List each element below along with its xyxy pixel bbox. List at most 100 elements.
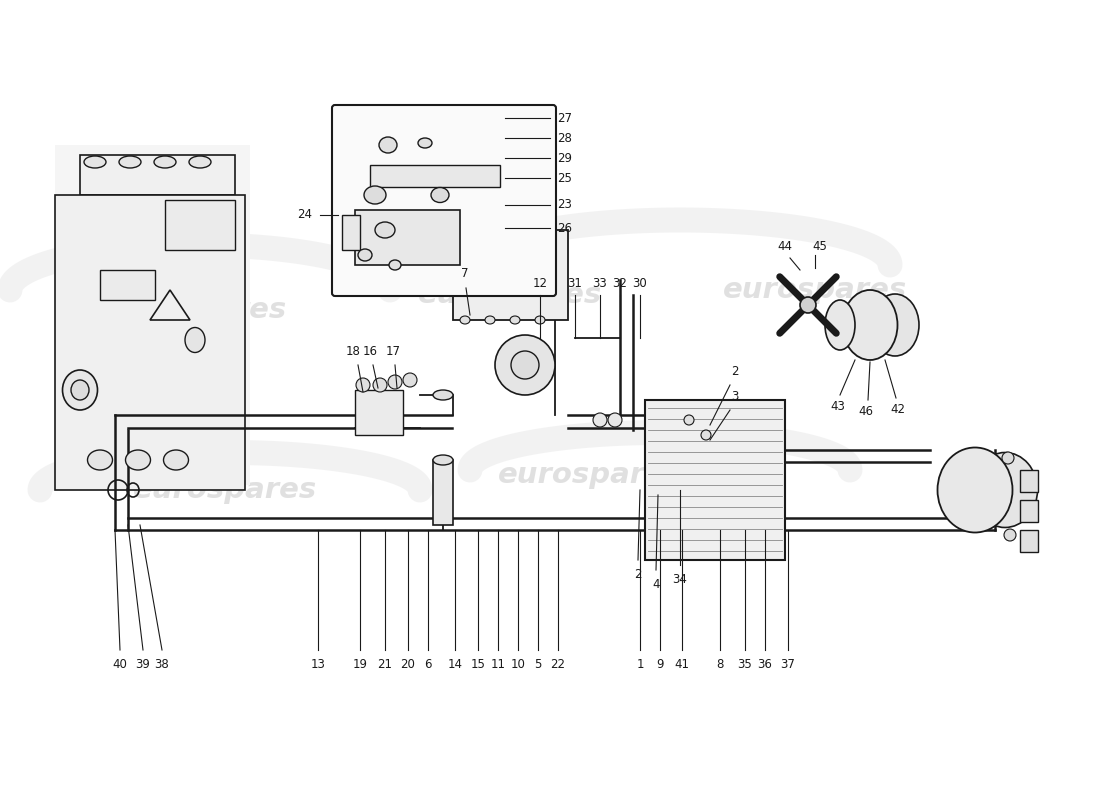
Circle shape	[356, 378, 370, 392]
Ellipse shape	[871, 294, 918, 356]
Text: eurospares: eurospares	[418, 281, 602, 309]
Text: 9: 9	[657, 658, 663, 671]
Ellipse shape	[485, 316, 495, 324]
Text: 23: 23	[557, 198, 572, 211]
Ellipse shape	[364, 186, 386, 204]
Ellipse shape	[189, 156, 211, 168]
Circle shape	[403, 373, 417, 387]
Text: 19: 19	[352, 658, 367, 671]
Ellipse shape	[510, 316, 520, 324]
Bar	[433, 460, 453, 525]
Bar	[165, 200, 235, 250]
Bar	[1020, 470, 1038, 492]
Text: 2: 2	[635, 568, 641, 581]
Bar	[342, 215, 360, 250]
Circle shape	[593, 413, 607, 427]
Text: 5: 5	[535, 658, 541, 671]
Ellipse shape	[375, 222, 395, 238]
Text: 46: 46	[858, 405, 873, 418]
Text: 31: 31	[568, 277, 582, 290]
Text: 14: 14	[448, 658, 462, 671]
Text: 12: 12	[532, 277, 548, 290]
Bar	[55, 195, 245, 490]
Circle shape	[512, 351, 539, 379]
Text: 30: 30	[632, 277, 648, 290]
FancyBboxPatch shape	[332, 105, 556, 296]
Text: 32: 32	[613, 277, 627, 290]
Text: 43: 43	[830, 400, 846, 413]
Ellipse shape	[72, 380, 89, 400]
Ellipse shape	[972, 453, 1037, 527]
Ellipse shape	[154, 156, 176, 168]
Circle shape	[373, 378, 387, 392]
Circle shape	[701, 430, 711, 440]
Text: 21: 21	[377, 658, 393, 671]
Text: 33: 33	[593, 277, 607, 290]
Bar	[55, 145, 250, 485]
Circle shape	[684, 415, 694, 425]
Text: 13: 13	[310, 658, 326, 671]
Text: 40: 40	[112, 658, 128, 671]
Ellipse shape	[843, 290, 898, 360]
Text: 28: 28	[557, 131, 572, 145]
Text: 20: 20	[400, 658, 416, 671]
Ellipse shape	[431, 187, 449, 202]
Bar	[355, 210, 460, 265]
Text: 42: 42	[891, 403, 905, 416]
Bar	[370, 165, 500, 187]
Ellipse shape	[937, 447, 1012, 533]
Text: 7: 7	[461, 267, 469, 280]
Text: 24: 24	[297, 209, 312, 222]
Text: 29: 29	[557, 151, 572, 165]
Ellipse shape	[825, 300, 855, 350]
Circle shape	[608, 413, 622, 427]
Text: 1: 1	[636, 658, 644, 671]
Circle shape	[1004, 529, 1016, 541]
Text: 36: 36	[758, 658, 772, 671]
Text: 27: 27	[557, 111, 572, 125]
Text: 18: 18	[345, 345, 361, 358]
Text: eurospares: eurospares	[498, 461, 682, 489]
Circle shape	[800, 297, 816, 313]
Ellipse shape	[88, 450, 112, 470]
Text: 39: 39	[135, 658, 151, 671]
Ellipse shape	[185, 327, 205, 353]
Ellipse shape	[119, 156, 141, 168]
Text: 17: 17	[385, 345, 400, 358]
Text: 8: 8	[716, 658, 724, 671]
Ellipse shape	[433, 455, 453, 465]
Text: 3: 3	[732, 390, 739, 403]
Ellipse shape	[63, 370, 98, 410]
Bar	[100, 270, 155, 300]
Text: 26: 26	[557, 222, 572, 234]
Bar	[1020, 500, 1038, 522]
Ellipse shape	[358, 249, 372, 261]
Bar	[645, 400, 785, 560]
Text: 2: 2	[732, 365, 739, 378]
Text: 44: 44	[778, 240, 792, 253]
Circle shape	[1002, 452, 1014, 464]
Text: eurospares: eurospares	[723, 276, 908, 304]
Text: 6: 6	[425, 658, 431, 671]
Ellipse shape	[379, 137, 397, 153]
Text: 35: 35	[738, 658, 752, 671]
Text: 15: 15	[471, 658, 485, 671]
Bar	[1020, 530, 1038, 552]
Ellipse shape	[535, 316, 544, 324]
Bar	[453, 230, 568, 320]
Text: 22: 22	[550, 658, 565, 671]
Text: 10: 10	[510, 658, 526, 671]
Ellipse shape	[125, 450, 151, 470]
Text: 25: 25	[557, 171, 572, 185]
Text: 34: 34	[672, 573, 688, 586]
Text: 4: 4	[652, 578, 660, 591]
Text: eurospares: eurospares	[103, 296, 287, 324]
Bar	[355, 390, 403, 435]
Ellipse shape	[433, 390, 453, 400]
Circle shape	[388, 375, 401, 389]
Ellipse shape	[84, 156, 106, 168]
Ellipse shape	[389, 260, 402, 270]
Ellipse shape	[460, 316, 470, 324]
Text: 16: 16	[363, 345, 377, 358]
Text: 37: 37	[781, 658, 795, 671]
